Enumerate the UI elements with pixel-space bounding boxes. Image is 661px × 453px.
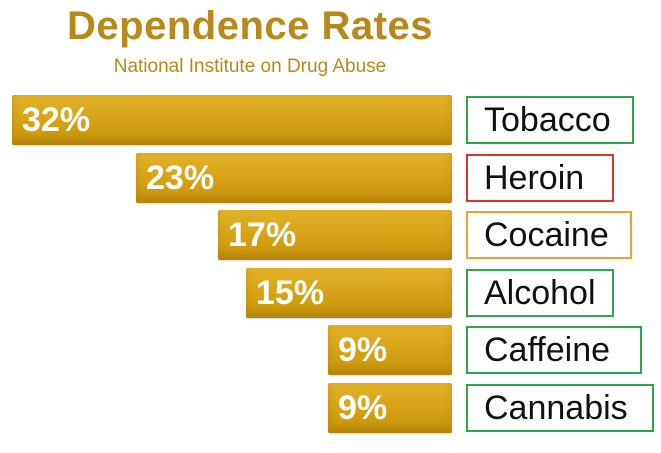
bar-cannabis — [328, 383, 452, 433]
bar-heroin — [136, 153, 452, 203]
category-box-caffeine — [466, 326, 642, 374]
bar-value-heroin: 23% — [146, 159, 215, 197]
category-box-heroin — [466, 154, 614, 202]
bar-tobacco — [12, 95, 452, 145]
bar-alcohol — [246, 268, 452, 318]
category-box-cocaine — [466, 211, 632, 259]
chart-subtitle: National Institute on Drug Abuse — [113, 56, 387, 77]
category-label-cannabis: Cannabis — [484, 389, 628, 427]
bar-cocaine — [218, 210, 452, 260]
category-label-caffeine: Caffeine — [484, 331, 611, 369]
bar-value-cannabis: 9% — [338, 389, 388, 427]
bar-value-cocaine: 17% — [228, 216, 297, 254]
category-box-tobacco — [466, 96, 634, 144]
category-label-alcohol: Alcohol — [484, 274, 596, 312]
bar-value-alcohol: 15% — [256, 274, 325, 312]
category-label-tobacco: Tobacco — [484, 101, 611, 139]
category-box-alcohol — [466, 269, 614, 317]
chart-title: Dependence Rates — [67, 4, 433, 48]
bar-caffeine — [328, 325, 452, 375]
bar-value-caffeine: 9% — [338, 331, 388, 369]
category-label-cocaine: Cocaine — [484, 216, 609, 254]
category-label-heroin: Heroin — [484, 159, 585, 197]
bar-value-tobacco: 32% — [22, 101, 91, 139]
category-box-cannabis — [466, 384, 654, 432]
